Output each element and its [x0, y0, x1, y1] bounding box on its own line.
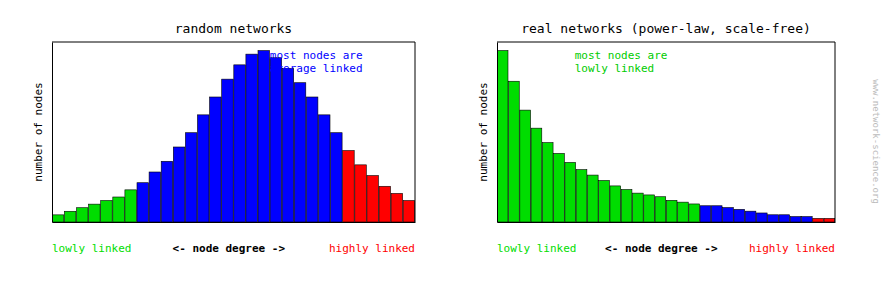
bar [113, 197, 124, 222]
bar [689, 204, 700, 222]
bar [294, 83, 305, 222]
bar [678, 202, 689, 222]
bar [379, 186, 390, 222]
bar [655, 197, 666, 222]
bar [137, 183, 148, 222]
bar [149, 172, 160, 222]
annotation: most nodes areaverage linked [270, 49, 363, 75]
y-axis [52, 43, 53, 223]
axis-line [53, 222, 416, 223]
bar [125, 190, 136, 222]
x-label: lowly linked <- node degree -> highly li… [497, 242, 835, 255]
x-axis [53, 222, 416, 223]
bar [89, 204, 100, 222]
bar [565, 162, 576, 222]
bars [497, 51, 834, 222]
bar [258, 51, 269, 222]
bar [700, 206, 711, 222]
x-label-part: <- node degree -> [598, 242, 718, 255]
bar [270, 58, 281, 222]
bar [403, 201, 414, 222]
bar [210, 97, 221, 222]
x-label-part: highly linked [322, 242, 415, 255]
bar [77, 208, 88, 222]
axis-line [498, 222, 836, 223]
bar [343, 151, 354, 222]
y-label: number of nodes [32, 82, 45, 181]
y-axis [497, 43, 498, 223]
subplot: random networks number of nodes most nodes… [32, 21, 416, 255]
plot-frame [497, 42, 835, 222]
plot-frame [52, 42, 415, 222]
bar [198, 115, 209, 222]
x-label-part: lowly linked [497, 242, 576, 255]
axis-line [52, 43, 53, 223]
bar [222, 79, 233, 222]
bar [355, 165, 366, 222]
bar [101, 201, 112, 222]
bar [587, 175, 598, 222]
bar [531, 128, 542, 222]
bar [306, 97, 317, 222]
bar [282, 68, 293, 222]
bar [367, 176, 378, 222]
bar [234, 65, 245, 222]
bar [520, 110, 531, 222]
bar [185, 133, 196, 222]
bars [52, 51, 414, 222]
chart: random networks number of nodes most nodes… [0, 0, 885, 283]
axis-line [497, 43, 498, 223]
bar [621, 190, 632, 222]
bar [331, 133, 342, 222]
bar [542, 143, 553, 222]
bar [391, 193, 402, 222]
bar [644, 195, 655, 222]
bar [173, 147, 184, 222]
bar [610, 186, 621, 222]
bar [497, 51, 508, 222]
bar [790, 217, 801, 222]
watermark: www.network-science.org [871, 79, 881, 204]
bar [711, 206, 722, 222]
bar [779, 215, 790, 222]
x-label-part: <- node degree -> [166, 242, 286, 255]
bar [723, 208, 734, 222]
bar [246, 54, 257, 222]
title: real networks (power-law, scale-free) [521, 21, 811, 36]
bar [666, 200, 677, 222]
bar [632, 193, 643, 222]
bar [599, 180, 610, 222]
x-label: lowly linked <- node degree -> highly li… [52, 242, 415, 255]
subplot: real networks (power-law, scale-free) num… [477, 21, 836, 255]
y-label: number of nodes [477, 82, 490, 181]
bar [801, 217, 812, 222]
bar [52, 215, 63, 222]
bar [161, 161, 172, 222]
bar [813, 218, 824, 222]
annotation: most nodes arelowly linked [575, 49, 668, 75]
x-label-part: lowly linked [52, 242, 131, 255]
x-axis [498, 222, 836, 223]
bar [64, 211, 75, 222]
title: random networks [175, 21, 292, 36]
bar [745, 211, 756, 222]
bar [768, 215, 779, 222]
x-label-part: highly linked [742, 242, 835, 255]
bar [554, 153, 565, 222]
bar [509, 81, 520, 222]
bar [824, 218, 835, 222]
bar [756, 213, 767, 222]
bar [319, 115, 330, 222]
bar [734, 209, 745, 222]
bar [576, 170, 587, 222]
